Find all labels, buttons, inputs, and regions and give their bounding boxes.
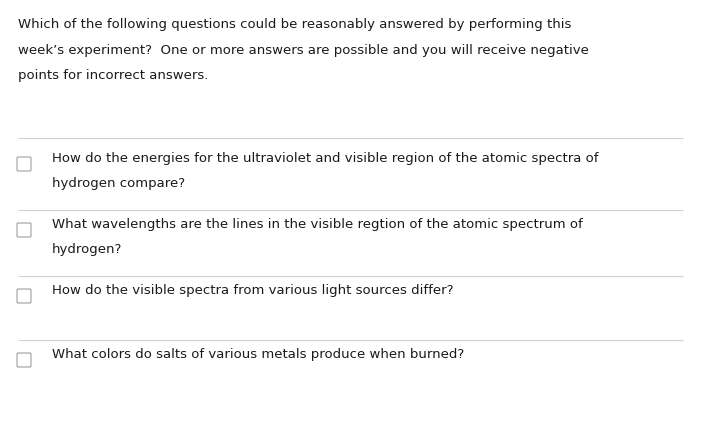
Text: What colors do salts of various metals produce when burned?: What colors do salts of various metals p… bbox=[52, 348, 464, 361]
FancyBboxPatch shape bbox=[17, 157, 31, 171]
Text: What wavelengths are the lines in the visible regtion of the atomic spectrum of: What wavelengths are the lines in the vi… bbox=[52, 218, 583, 231]
FancyBboxPatch shape bbox=[17, 223, 31, 237]
FancyBboxPatch shape bbox=[17, 353, 31, 367]
Text: points for incorrect answers.: points for incorrect answers. bbox=[18, 69, 208, 82]
Text: Which of the following questions could be reasonably answered by performing this: Which of the following questions could b… bbox=[18, 18, 571, 31]
Text: hydrogen compare?: hydrogen compare? bbox=[52, 177, 185, 190]
Text: How do the energies for the ultraviolet and visible region of the atomic spectra: How do the energies for the ultraviolet … bbox=[52, 152, 599, 165]
FancyBboxPatch shape bbox=[17, 289, 31, 303]
Text: week’s experiment?  One or more answers are possible and you will receive negati: week’s experiment? One or more answers a… bbox=[18, 44, 589, 57]
Text: How do the visible spectra from various light sources differ?: How do the visible spectra from various … bbox=[52, 284, 454, 297]
Text: hydrogen?: hydrogen? bbox=[52, 243, 123, 256]
